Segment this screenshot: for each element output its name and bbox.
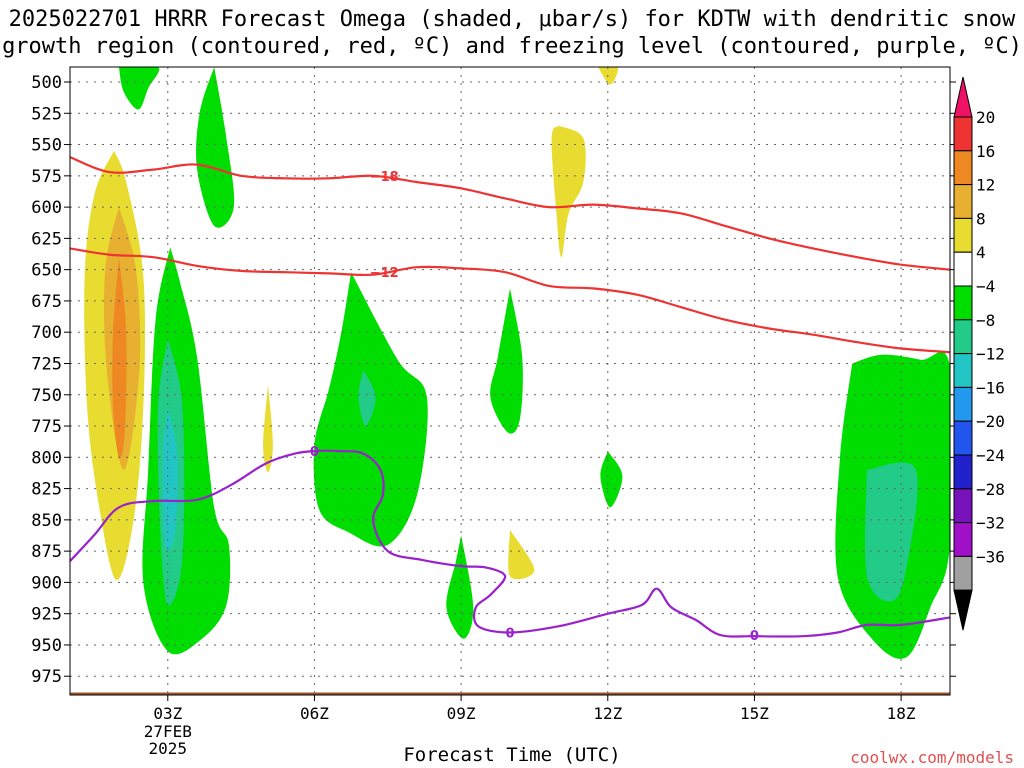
x-tick-label-06Z: 06Z [300,704,329,723]
colorbar-label-3: 8 [976,209,986,228]
y-tick-label-650: 650 [31,261,62,281]
colorbar-segment-11 [953,454,973,490]
x-tick-label-03Z: 03Z [153,704,182,723]
date-label-line-1: 2025 [149,739,188,758]
colorbar-label-9: −20 [976,412,1005,431]
colorbar-segment-10 [953,420,973,456]
y-tick-label-925: 925 [31,605,62,625]
colorbar-segment-9 [953,386,973,422]
y-tick-label-825: 825 [31,480,62,500]
gridlines [70,67,950,695]
title-line-2: growth region (contoured, red, ºC) and f… [2,34,1022,59]
y-tick-label-900: 900 [31,573,62,593]
colorbar-segment-12 [953,488,973,524]
omega-area-8 [263,384,273,473]
axes: 500 525 550 575 600 625 650 675 700 725 750 775 800 8… [31,73,956,758]
colorbar-segment-14 [953,555,973,591]
colorbar-label-5: −4 [976,277,995,296]
x-tick-label-15Z: 15Z [740,704,769,723]
colorbar-segment-3 [953,184,973,219]
colorbar-label-13: −36 [976,547,1005,566]
colorbar: 20 16 12 8 4 −4 −8 −12 −16 −20 −24 −28 −32 −36 [953,76,1005,631]
dendritic-contour-0 [70,156,950,271]
title-line-1: 2025022701 HRRR Forecast Omega (shaded, … [8,7,1016,32]
dendritic-label-1: −12 [370,266,399,281]
y-tick-label-600: 600 [31,198,62,218]
y-tick-label-875: 875 [31,542,62,562]
y-tick-label-775: 775 [31,417,62,437]
y-tick-label-500: 500 [31,73,62,93]
colorbar-segment-1 [953,116,973,152]
y-tick-label-550: 550 [31,136,62,156]
omega-area-4 [112,257,127,459]
x-tick-label-12Z: 12Z [593,704,622,723]
y-tick-label-725: 725 [31,354,62,374]
freezing-level-label-1: 0 [505,626,514,641]
x-tick-label-18Z: 18Z [887,704,916,723]
colorbar-label-0: 20 [976,108,995,127]
freezing-level-label-0: 0 [310,445,319,460]
colorbar-segment-2 [953,150,973,186]
colorbar-segment-8 [953,353,973,388]
colorbar-segment-13 [953,522,973,557]
colorbar-segment-5 [953,251,973,287]
y-tick-label-675: 675 [31,292,62,312]
colorbar-label-12: −32 [976,514,1005,533]
y-tick-label-950: 950 [31,636,62,656]
colorbar-segment-4 [953,217,973,253]
x-tick-label-09Z: 09Z [447,704,476,723]
colorbar-label-7: −12 [976,345,1005,364]
colorbar-label-10: −24 [976,446,1005,465]
omega-area-12 [446,534,474,639]
omega-area-11 [490,288,523,434]
y-tick-label-525: 525 [31,104,62,124]
colorbar-top-arrow [953,76,973,118]
omega-area-14 [551,125,586,258]
y-tick-label-625: 625 [31,229,62,249]
omega-area-10 [358,369,376,426]
omega-area-16 [600,451,623,508]
omega-area-1 [196,67,235,228]
colorbar-segment-6 [953,285,973,321]
colorbar-label-11: −28 [976,480,1005,499]
dendritic-contour-1 [70,247,950,354]
y-tick-label-700: 700 [31,323,62,343]
colorbar-label-6: −8 [976,311,995,330]
colorbar-bottom-arrow [953,589,973,631]
omega-shading [70,67,950,695]
y-tick-label-800: 800 [31,448,62,468]
omega-area-0 [118,67,160,110]
plot-frame [69,66,951,696]
omega-area-5 [142,247,231,655]
date-label-line-0: 27FEB [144,722,192,741]
dendritic-label-0: −18 [370,170,399,185]
omega-area-18 [865,462,918,602]
colorbar-label-8: −16 [976,378,1005,397]
credit-text: coolwx.com/models [850,748,1014,767]
y-tick-label-975: 975 [31,667,62,687]
x-axis-label: Forecast Time (UTC) [403,744,621,766]
y-tick-label-750: 750 [31,386,62,406]
colorbar-label-4: 4 [976,243,986,262]
colorbar-label-1: 16 [976,142,995,161]
colorbar-segment-7 [953,319,973,355]
terrain-strip [70,692,950,695]
contour-lines: −18 −12 0 0 0 [70,156,950,644]
chart-title: 2025022701 HRRR Forecast Omega (shaded, … [0,6,1024,60]
colorbar-label-2: 12 [976,176,995,195]
omega-area-7 [162,407,178,551]
y-tick-label-850: 850 [31,511,62,531]
omega-area-13 [508,529,535,580]
freezing-level-label-2: 0 [750,629,759,644]
y-tick-label-575: 575 [31,167,62,187]
freezing-level-line [70,449,950,638]
